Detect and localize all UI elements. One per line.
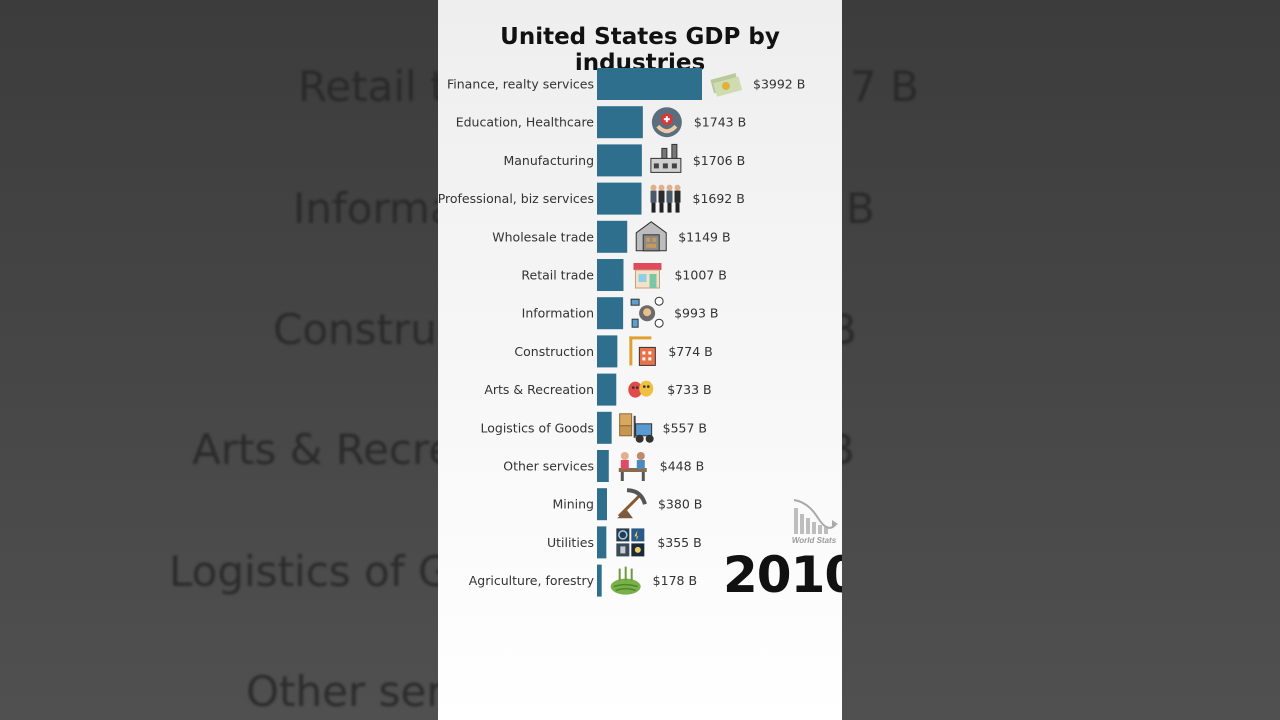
- category-label: Finance, realty services: [447, 77, 594, 92]
- bar: [597, 450, 609, 482]
- category-label: Other services: [503, 459, 594, 474]
- value-label: $774 B: [668, 344, 712, 359]
- bar: [597, 564, 602, 597]
- network-icon: [630, 296, 664, 328]
- logo-text: World Stats: [791, 536, 837, 545]
- category-label: Arts & Recreation: [484, 382, 594, 397]
- value-label: $733 B: [667, 382, 711, 397]
- value-label: $993 B: [674, 306, 718, 321]
- value-label: $1692 B: [693, 191, 745, 206]
- category-label: Manufacturing: [503, 153, 594, 168]
- value-label: $178 B: [653, 573, 697, 588]
- value-label: $355 B: [657, 535, 701, 550]
- bar: [597, 259, 624, 291]
- value-label: $1706 B: [693, 153, 745, 168]
- bar: [597, 220, 628, 253]
- store-icon: [633, 263, 662, 289]
- bg-label: B: [846, 184, 875, 233]
- category-label: Agriculture, forestry: [469, 573, 595, 588]
- utilities-icon: [616, 528, 645, 557]
- category-label: Mining: [552, 497, 594, 512]
- bg-label: 7 B: [850, 62, 919, 111]
- bar: [597, 106, 643, 139]
- construction-crane-icon: [629, 336, 656, 366]
- bar: [597, 68, 702, 100]
- warehouse-icon: [635, 221, 667, 252]
- value-label: $1007 B: [674, 268, 726, 283]
- bar: [597, 373, 617, 406]
- bar: [597, 144, 642, 177]
- pickaxe-icon: [616, 488, 647, 519]
- bar: [597, 411, 612, 444]
- year-label: 2010: [723, 546, 842, 604]
- value-label: $557 B: [663, 420, 707, 435]
- business-people-icon: [650, 184, 681, 213]
- category-label: Education, Healthcare: [456, 115, 595, 130]
- forklift-icon: [619, 413, 654, 443]
- value-label: $1743 B: [694, 115, 746, 130]
- category-label: Professional, biz services: [438, 191, 594, 206]
- money-icon: [710, 73, 743, 97]
- bar: [597, 335, 618, 368]
- factory-icon: [650, 143, 682, 173]
- chart-panel: United States GDP by industries Finance,…: [438, 0, 842, 720]
- services-people-icon: [618, 452, 647, 481]
- value-label: $1149 B: [678, 229, 730, 244]
- bar: [597, 182, 642, 215]
- value-label: $3992 B: [753, 77, 805, 92]
- bar-chart: Finance, realty services $3992 B Education…: [438, 68, 805, 597]
- category-label: Information: [522, 306, 594, 321]
- healthcare-icon: [651, 107, 682, 138]
- value-label: $380 B: [658, 497, 702, 512]
- world-stats-logo: World Stats: [788, 494, 840, 550]
- farm-field-icon: [610, 566, 641, 595]
- category-label: Wholesale trade: [492, 229, 594, 244]
- category-label: Retail trade: [521, 268, 594, 283]
- bar: [597, 488, 607, 521]
- category-label: Utilities: [547, 535, 594, 550]
- bar: [597, 297, 624, 330]
- category-label: Logistics of Goods: [481, 420, 595, 435]
- logo-chart-icon: [793, 499, 838, 534]
- bar: [597, 526, 607, 559]
- value-label: $448 B: [660, 459, 704, 474]
- theater-masks-icon: [628, 380, 654, 398]
- category-label: Construction: [514, 344, 594, 359]
